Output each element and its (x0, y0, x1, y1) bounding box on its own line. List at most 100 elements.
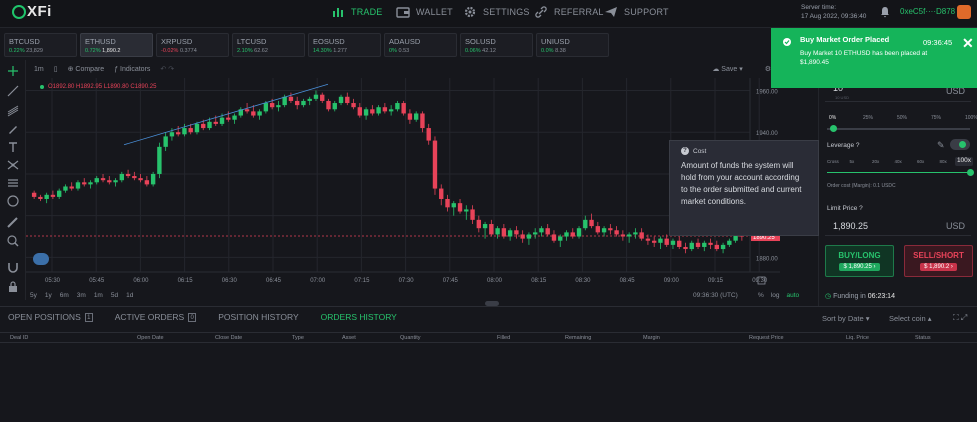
leverage-tick[interactable]: 5x (849, 159, 855, 164)
column-header[interactable]: Status (915, 335, 931, 341)
x-tick-label: 09:00 (664, 278, 680, 284)
brush-icon[interactable] (6, 122, 20, 136)
text-icon[interactable] (6, 140, 20, 154)
percent-option[interactable]: 50% (897, 115, 908, 121)
range-5d[interactable]: 5d (110, 292, 119, 299)
range-1m[interactable]: 1m (93, 292, 103, 299)
scroll-end-icon (757, 276, 766, 285)
close-icon[interactable]: ✕ (962, 35, 974, 51)
ticker-btcusd[interactable]: BTCUSD 0.22% 23,829 (4, 33, 77, 57)
emoji-icon[interactable] (6, 194, 20, 208)
quantity-field[interactable]: 10 USD 10 USD (825, 80, 971, 102)
save-button[interactable]: ☁ Save ▾ (712, 66, 743, 73)
column-header[interactable]: Open Date (137, 335, 164, 341)
nav-settings[interactable]: SETTINGS (463, 5, 530, 19)
candle-body (445, 198, 450, 208)
logo[interactable]: XFi (12, 3, 52, 20)
limit-price-field[interactable]: 1,890.25 USD (825, 214, 971, 236)
leverage-tick[interactable]: 20x (872, 159, 880, 164)
ticker-xrpusd[interactable]: XRPUSD -0.02% 0.3774 (156, 33, 229, 57)
candlestick-chart[interactable]: 1880.001900.001920.001940.001960.0005:30… (26, 78, 780, 290)
leverage-tick[interactable]: 80x (939, 159, 947, 164)
nav-support[interactable]: SUPPORT (604, 5, 669, 19)
column-header[interactable]: Request Price (749, 335, 784, 341)
ticker-ethusd[interactable]: ETHUSD 0.72% 1,890.2 (80, 33, 153, 57)
column-header[interactable]: Quantity (400, 335, 421, 341)
leverage-tick[interactable]: 40x (894, 159, 902, 164)
zoom-icon[interactable] (6, 234, 20, 248)
column-header[interactable]: Close Date (215, 335, 243, 341)
candle-body (426, 128, 431, 141)
ticker-ltcusd[interactable]: LTCUSD 2.10% 62.62 (232, 33, 305, 57)
fib-icon[interactable] (6, 104, 20, 118)
column-header[interactable]: Asset (342, 335, 356, 341)
ticker-uniusd[interactable]: UNIUSD 0.0% 8.38 (536, 33, 609, 57)
trend-line-icon[interactable] (6, 84, 20, 98)
price-chart[interactable]: 1880.001900.001920.001940.001960.0005:30… (26, 78, 780, 290)
funding-label: Funding in (833, 293, 866, 300)
candle-type-icon[interactable]: ▯ (53, 66, 58, 73)
quantity-slider-knob[interactable] (830, 125, 837, 132)
undo-icon[interactable]: ↶ ↷ (160, 66, 175, 73)
magnet-icon[interactable] (6, 260, 20, 274)
tab-active-orders[interactable]: ACTIVE ORDERS 0 (115, 312, 197, 322)
avatar[interactable] (957, 5, 971, 19)
lock-icon[interactable] (6, 280, 20, 294)
column-header[interactable]: Liq. Price (846, 335, 869, 341)
leverage-slider-knob[interactable] (967, 169, 974, 176)
range-1y[interactable]: 1y (44, 292, 52, 299)
tab-open-positions[interactable]: OPEN POSITIONS 1 (8, 312, 93, 322)
column-header[interactable]: Margin (643, 335, 660, 341)
account-address[interactable]: 0xeC5f····D878 (900, 7, 955, 16)
percent-option[interactable]: 0% (829, 115, 837, 121)
fullscreen-icon[interactable]: ⛶ ⤢ (953, 313, 968, 322)
interval-button[interactable]: 1m (34, 65, 44, 73)
indicators-button[interactable]: ƒ Indicators (114, 66, 150, 73)
column-header[interactable]: Deal ID (10, 335, 29, 341)
ticker-eosusd[interactable]: EOSUSD 14.30% 1.277 (308, 33, 381, 57)
pattern-icon[interactable] (6, 158, 20, 172)
cloud-badge-icon[interactable] (33, 253, 49, 265)
range-3m[interactable]: 3m (76, 292, 86, 299)
percent-option[interactable]: 25% (863, 115, 874, 121)
ticker-solusd[interactable]: SOLUSD 0.06% 42.12 (460, 33, 533, 57)
leverage-slider[interactable] (827, 172, 970, 173)
edit-icon[interactable]: ✎ (937, 140, 945, 150)
chart-settings-icon[interactable]: ⚙ (764, 66, 771, 73)
ruler-icon[interactable] (6, 216, 20, 230)
measure-icon[interactable] (6, 176, 20, 190)
percent-toggle[interactable]: % (758, 292, 764, 299)
tab-position-history[interactable]: POSITION HISTORY (218, 312, 298, 322)
orders-table-header: Deal ID Open Date Close Date Type Asset Quant… (0, 332, 977, 343)
leverage-tick[interactable]: 60x (917, 159, 925, 164)
candle-body (702, 242, 707, 247)
candle-body (470, 209, 475, 220)
nav-referral[interactable]: REFERRAL (534, 5, 604, 19)
column-header[interactable]: Type (292, 335, 304, 341)
sort-dropdown[interactable]: Sort by Date ▾ (822, 314, 870, 323)
range-6m[interactable]: 6m (59, 292, 69, 299)
limit-price-label-text: Limit Price (827, 205, 858, 212)
candle-body (144, 180, 150, 185)
column-header[interactable]: Filled (497, 335, 511, 341)
nav-trade[interactable]: TRADE (331, 5, 383, 19)
auto-toggle[interactable]: auto (786, 292, 800, 299)
log-toggle[interactable]: log (770, 292, 780, 299)
bell-icon[interactable] (880, 6, 890, 18)
quantity-slider[interactable] (827, 128, 970, 130)
percent-option[interactable]: 75% (931, 115, 942, 121)
nav-wallet[interactable]: WALLET (396, 5, 453, 19)
column-header[interactable]: Remaining (565, 335, 592, 341)
tab-orders-history[interactable]: ORDERS HISTORY (321, 312, 397, 322)
select-coin-dropdown[interactable]: Select coin ▴ (889, 314, 932, 323)
compare-button[interactable]: ⊕ Compare (68, 65, 105, 73)
ticker-adausd[interactable]: ADAUSD 0% 0.53 (384, 33, 457, 57)
leverage-tick[interactable]: Cross (827, 159, 839, 164)
sell-short-button[interactable]: SELL/SHORT $ 1,890.2 › (904, 245, 973, 277)
range-5y[interactable]: 5y (30, 292, 37, 299)
buy-long-button[interactable]: BUY/LONG $ 1,890.25 › (825, 245, 894, 277)
percent-option[interactable]: 100% (965, 115, 977, 121)
resize-handle[interactable] (485, 301, 499, 306)
crosshair-icon[interactable] (6, 64, 20, 78)
range-1d[interactable]: 1d (126, 292, 134, 299)
